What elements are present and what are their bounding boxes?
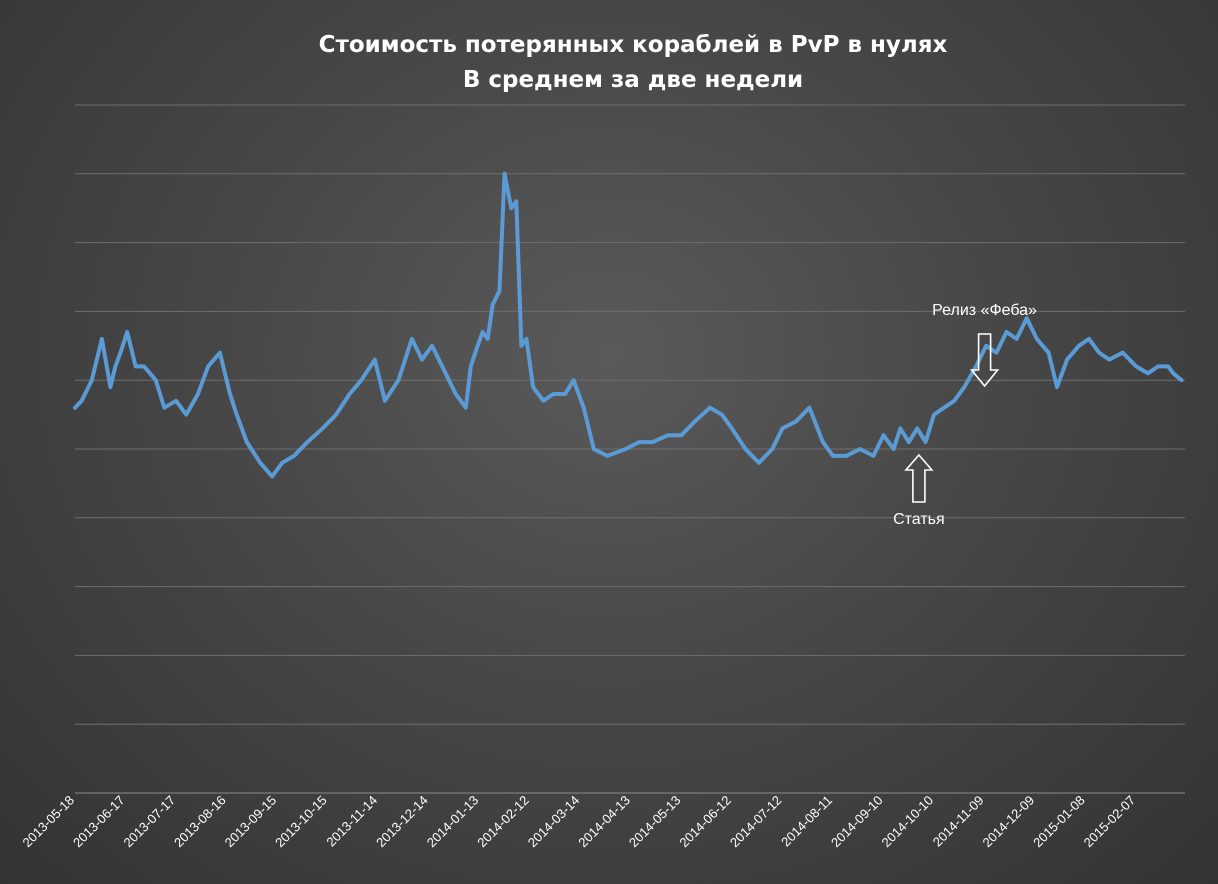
annotations: Релиз «Феба» Статья bbox=[893, 302, 1037, 528]
x-tick-label: 2014-01-13 bbox=[424, 793, 482, 851]
chart-title: Стоимость потерянных кораблей в PvP в ну… bbox=[319, 32, 948, 58]
x-tick-label: 2014-08-11 bbox=[778, 793, 835, 850]
x-tick-label: 2014-02-12 bbox=[474, 793, 532, 851]
x-axis-tick-labels: 2013-05-182013-06-172013-07-172013-08-16… bbox=[19, 793, 1138, 851]
x-tick-label: 2013-05-18 bbox=[19, 793, 77, 851]
x-tick-label: 2013-11-14 bbox=[323, 793, 380, 850]
annotation: Релиз «Феба» bbox=[932, 302, 1037, 388]
x-tick-label: 2013-10-15 bbox=[272, 793, 330, 851]
x-tick-label: 2014-07-12 bbox=[727, 793, 785, 851]
x-tick-label: 2013-06-17 bbox=[70, 793, 128, 851]
annotation: Статья bbox=[893, 453, 945, 528]
x-tick-label: 2013-09-15 bbox=[222, 793, 280, 851]
x-tick-label: 2014-03-14 bbox=[525, 793, 583, 851]
x-tick-label: 2014-04-13 bbox=[575, 793, 633, 851]
x-tick-label: 2014-12-09 bbox=[980, 793, 1038, 851]
x-tick-label: 2013-12-14 bbox=[373, 793, 431, 851]
annotation-label: Статья bbox=[893, 511, 945, 528]
x-tick-label: 2014-10-10 bbox=[879, 793, 937, 851]
x-tick-label: 2014-11-09 bbox=[930, 793, 987, 850]
arrow-up-icon bbox=[904, 453, 934, 503]
x-tick-label: 2014-05-13 bbox=[626, 793, 684, 851]
x-tick-label: 2014-09-10 bbox=[828, 793, 886, 851]
x-tick-label: 2015-01-08 bbox=[1030, 793, 1088, 851]
series-layer bbox=[73, 171, 1184, 479]
series-line bbox=[73, 171, 1184, 479]
annotation-label: Релиз «Феба» bbox=[932, 302, 1037, 319]
x-tick-label: 2015-02-07 bbox=[1081, 793, 1139, 851]
chart-subtitle: В среднем за две недели bbox=[463, 67, 803, 93]
x-tick-label: 2013-08-16 bbox=[171, 793, 229, 851]
x-tick-label: 2014-06-12 bbox=[676, 793, 734, 851]
arrow-down-icon bbox=[969, 333, 1000, 388]
x-tick-label: 2013-07-17 bbox=[121, 793, 179, 851]
